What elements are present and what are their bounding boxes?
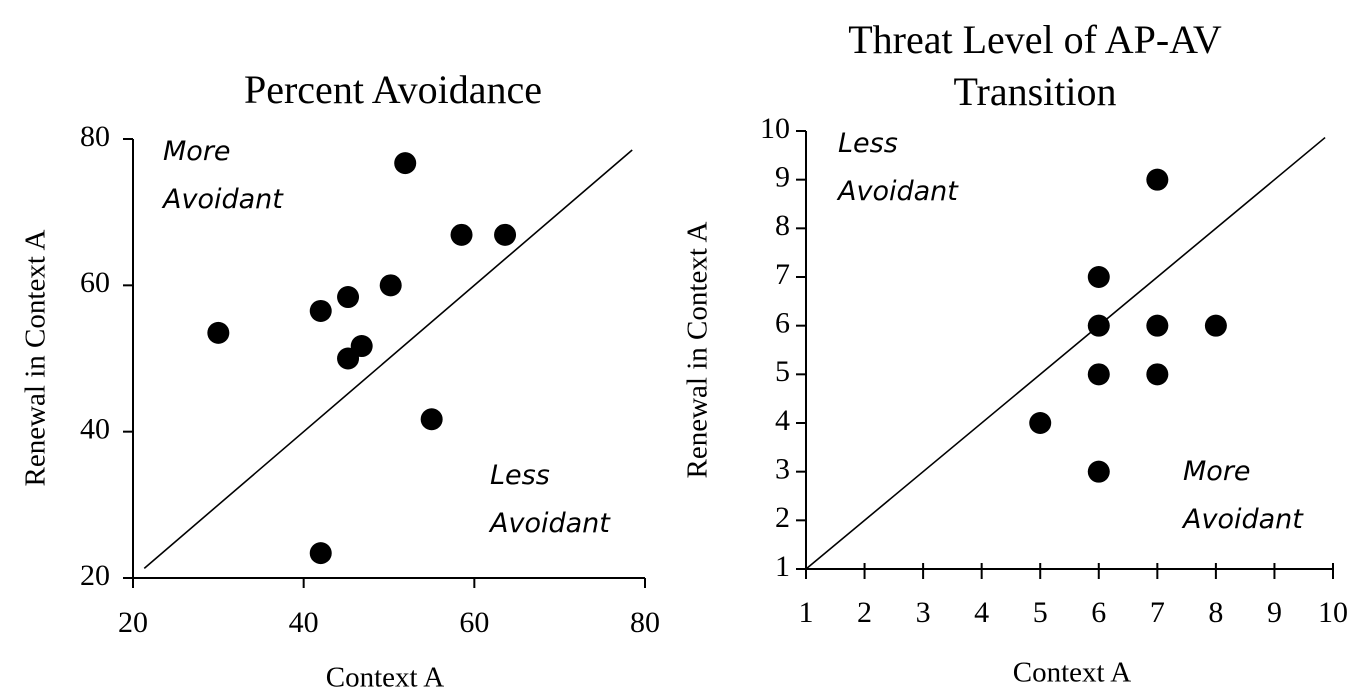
x-tick-label: 4 bbox=[974, 596, 989, 629]
y-tick-label: 3 bbox=[775, 453, 790, 486]
y-axis-label: Renewal in Context A bbox=[682, 221, 714, 478]
point bbox=[309, 542, 332, 565]
point bbox=[1146, 314, 1169, 337]
y-tick-label: 10 bbox=[760, 112, 790, 145]
x-tick-label: 3 bbox=[916, 596, 931, 629]
y-tick-label: 2 bbox=[775, 501, 790, 534]
y-tick-label: 40 bbox=[80, 413, 110, 446]
point bbox=[1087, 314, 1110, 337]
point bbox=[1087, 460, 1110, 483]
x-tick-label: 10 bbox=[1318, 596, 1348, 629]
x-tick-label: 7 bbox=[1150, 596, 1165, 629]
x-tick-label: 20 bbox=[118, 606, 148, 639]
diagonal-line bbox=[805, 136, 1326, 570]
x-tick-label: 9 bbox=[1267, 596, 1282, 629]
point bbox=[379, 274, 402, 297]
x-tick-label: 60 bbox=[459, 606, 489, 639]
point bbox=[1087, 363, 1110, 386]
point bbox=[1087, 266, 1110, 288]
x-tick-label: 1 bbox=[799, 596, 814, 629]
x-tick-label: 6 bbox=[1091, 596, 1106, 629]
point bbox=[337, 286, 360, 309]
y-tick-label: 1 bbox=[775, 550, 790, 583]
y-tick-label: 80 bbox=[80, 120, 110, 153]
point bbox=[450, 223, 473, 246]
x-tick-label: 40 bbox=[289, 606, 319, 639]
x-tick-label: 2 bbox=[857, 596, 872, 629]
chart-title: Threat Level of AP-AV Transition bbox=[848, 17, 1222, 114]
y-tick-label: 8 bbox=[775, 209, 790, 242]
x-tick-label: 5 bbox=[1033, 596, 1048, 629]
point bbox=[309, 299, 332, 322]
annotation: More Avoidant bbox=[163, 136, 283, 215]
y-tick-label: 6 bbox=[775, 307, 790, 340]
y-tick-label: 9 bbox=[775, 161, 790, 194]
point bbox=[207, 321, 230, 344]
annotation: More Avoidant bbox=[1183, 456, 1303, 535]
point bbox=[1146, 363, 1169, 386]
point bbox=[1146, 168, 1169, 191]
y-tick-label: 20 bbox=[80, 559, 110, 592]
x-tick-label: 80 bbox=[630, 606, 660, 639]
diagonal-line bbox=[143, 149, 633, 569]
y-tick-label: 4 bbox=[775, 404, 790, 437]
y-axis-label: Renewal in Context A bbox=[20, 229, 52, 486]
point bbox=[494, 223, 517, 246]
x-axis-label: Context A bbox=[326, 662, 444, 694]
point bbox=[394, 152, 417, 175]
y-tick-label: 5 bbox=[775, 355, 790, 388]
y-tick-label: 7 bbox=[775, 258, 790, 291]
x-axis-label: Context A bbox=[1013, 657, 1131, 689]
point bbox=[337, 347, 360, 370]
point bbox=[1204, 314, 1227, 337]
annotation: Less Avoidant bbox=[490, 460, 610, 539]
point bbox=[1029, 412, 1052, 434]
point bbox=[420, 408, 443, 431]
x-tick-label: 8 bbox=[1208, 596, 1223, 629]
y-tick-label: 60 bbox=[80, 266, 110, 299]
chart-title: Percent Avoidance bbox=[243, 67, 543, 112]
annotation: Less Avoidant bbox=[838, 128, 958, 207]
